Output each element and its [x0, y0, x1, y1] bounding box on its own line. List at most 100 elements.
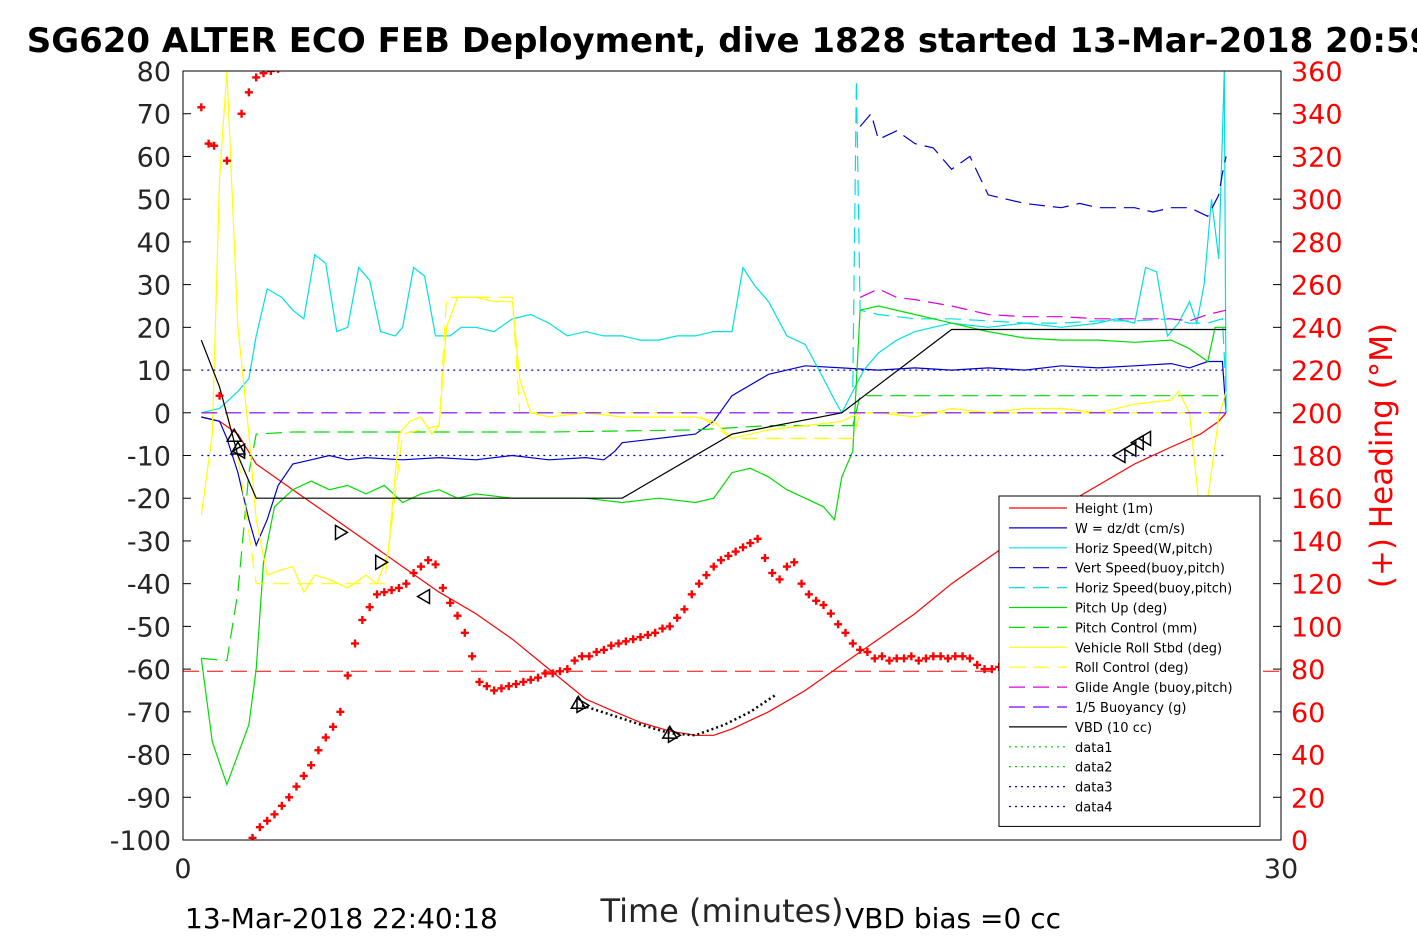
heading-point-44 [475, 677, 484, 686]
heading-point-58 [577, 652, 586, 661]
legend-entry-11: VBD (10 cc) [1075, 721, 1152, 736]
y-axis-left: 80 70 60 50 40 30 20 10 0 -10 -20 -30 -40 -50 -60 -70 -8… [110, 57, 1281, 857]
heading-point-10 [276, 71, 280, 73]
y-right-tick-label-17: 20 [1291, 783, 1325, 814]
triangle-marker-5 [416, 588, 431, 605]
y-tick-label-2: 60 [137, 142, 171, 173]
heading-point-103 [907, 652, 916, 661]
y-right-tick-label-14: 80 [1291, 655, 1325, 686]
heading-point-0 [197, 103, 206, 112]
heading-point-52 [534, 673, 543, 682]
heading-point-74 [695, 579, 704, 588]
heading-point-43 [468, 652, 477, 661]
heading-point-4 [222, 156, 231, 165]
heading-point-76 [709, 562, 718, 571]
heading-point-14 [255, 823, 264, 832]
legend-box [998, 495, 1261, 827]
heading-point-95 [848, 639, 857, 648]
heading-point-46 [490, 686, 499, 695]
triangle-marker-2 [231, 442, 246, 460]
y-tick-label-0: 80 [137, 57, 171, 88]
heading-point-23 [321, 733, 330, 742]
heading-point-31 [380, 588, 389, 597]
heading-point-40 [446, 598, 455, 607]
heading-point-33 [394, 583, 403, 592]
heading-point-90 [812, 596, 821, 605]
heading-point-21 [307, 761, 316, 770]
heading-point-1 [204, 139, 213, 148]
heading-point-80 [738, 543, 747, 552]
heading-point-99 [878, 652, 887, 661]
legend-entry-3: Vert Speed(buoy,pitch) [1075, 562, 1225, 577]
heading-point-7 [252, 73, 261, 82]
heading-point-92 [826, 609, 835, 618]
heading-point-26 [343, 671, 352, 680]
legend-entry-6: Pitch Control (mm) [1075, 621, 1197, 636]
series-line-2 [201, 71, 1227, 415]
heading-point-87 [790, 558, 799, 567]
legend-entry-13: data2 [1075, 761, 1113, 776]
heading-point-50 [519, 677, 528, 686]
heading-point-64 [621, 637, 630, 646]
heading-point-22 [314, 746, 323, 755]
triangle-marker-10 [1111, 447, 1126, 464]
y-tick-label-17: -90 [127, 783, 171, 814]
footer-end-time: 13-Mar-2018 22:40:18 [185, 902, 498, 935]
heading-point-29 [365, 603, 374, 612]
y-right-tick-label-18: 0 [1291, 826, 1308, 857]
heading-point-82 [753, 534, 762, 543]
heading-point-69 [658, 624, 667, 633]
series-line-11 [200, 328, 1227, 499]
triangle-marker-9 [667, 726, 682, 744]
y-right-tick-label-16: 40 [1291, 741, 1325, 772]
y-tick-label-13: -50 [127, 612, 171, 643]
triangle-marker-4 [374, 553, 390, 571]
legend-entry-9: Glide Angle (buoy,pitch) [1075, 681, 1233, 696]
chart-title: SG620 ALTER ECO FEB Deployment, dive 182… [27, 21, 1417, 61]
triangle-marker-12 [1129, 434, 1144, 452]
heading-point-109 [951, 652, 960, 661]
y-right-tick-label-9: 180 [1291, 442, 1343, 473]
heading-point-75 [702, 571, 711, 580]
y-right-tick-label-8: 200 [1291, 399, 1343, 430]
series-line-8 [201, 296, 1227, 585]
heading-point-65 [629, 635, 638, 644]
heading-point-3 [215, 391, 224, 400]
heading-point-97 [863, 648, 872, 657]
heading-point-37 [424, 556, 433, 565]
triangle-marker-3 [334, 524, 349, 541]
heading-point-53 [541, 669, 550, 678]
triangle-marker-0 [225, 427, 243, 442]
series-line-9 [859, 288, 1227, 322]
triangle-marker-6 [569, 694, 587, 709]
heading-point-108 [943, 654, 952, 663]
heading-point-48 [504, 682, 513, 691]
y-right-tick-label-0: 360 [1291, 57, 1343, 88]
heading-point-62 [607, 641, 616, 650]
heading-point-100 [885, 656, 894, 665]
heading-point-47 [497, 684, 506, 693]
heading-point-11 [281, 63, 289, 71]
heading-point-39 [438, 583, 447, 592]
legend-entry-14: data3 [1075, 781, 1113, 796]
heading-point-15 [263, 816, 272, 825]
heading-point-56 [563, 665, 572, 674]
y-right-tick-label-11: 140 [1291, 527, 1343, 558]
heading-point-104 [914, 656, 923, 665]
heading-point-60 [592, 648, 601, 657]
legend-entry-15: data4 [1075, 801, 1113, 816]
heading-point-24 [329, 722, 338, 731]
heading-point-28 [358, 615, 367, 624]
heading-point-54 [548, 669, 557, 678]
y-right-tick-label-4: 280 [1291, 228, 1343, 259]
triangle-marker-7 [576, 697, 591, 714]
heading-point-66 [636, 633, 645, 642]
heading-point-77 [717, 556, 726, 565]
y-tick-label-3: 50 [137, 185, 171, 216]
heading-point-5 [237, 109, 246, 118]
heading-point-13 [248, 833, 257, 840]
heading-point-16 [270, 810, 279, 819]
heading-point-111 [965, 654, 974, 663]
heading-point-17 [277, 801, 286, 810]
